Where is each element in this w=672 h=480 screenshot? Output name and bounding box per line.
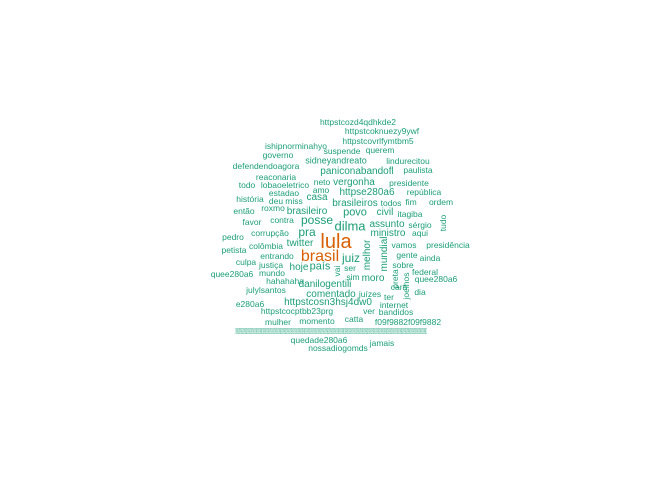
word: httpstcovrlfymtbm5: [342, 135, 414, 146]
word: dilma: [334, 218, 366, 234]
word: todos: [380, 197, 402, 208]
word: suspende: [323, 145, 361, 156]
word: ainda: [419, 252, 441, 263]
word: quee280a6: [414, 273, 458, 284]
word: fim: [405, 196, 417, 207]
word: tudo: [437, 214, 448, 232]
word: assunto: [369, 219, 405, 230]
word: juiz: [341, 251, 361, 265]
word: quedade280a6: [290, 334, 348, 345]
word: httpse280a6: [339, 187, 395, 198]
word: petista: [221, 244, 247, 255]
word: entrando: [260, 250, 294, 261]
word: gente: [396, 249, 418, 260]
word: dia: [414, 286, 426, 297]
word: hahahaha: [266, 275, 304, 286]
word: roxmo: [261, 202, 285, 213]
word: juízes: [358, 288, 382, 299]
word: f09f9882f09f9882f09f9882f09f9882f09f9882…: [235, 325, 427, 336]
word: país: [309, 260, 331, 273]
word: defendendoagora: [232, 160, 300, 171]
word: brasileiro: [286, 206, 328, 217]
word: estadao: [268, 187, 300, 198]
word: paniconabandofl: [320, 166, 394, 177]
word: julylsantos: [246, 284, 286, 295]
word: sobre: [392, 259, 414, 270]
word: quee280a6: [210, 268, 254, 279]
word: mundial: [379, 236, 390, 272]
word: lobaoeletrico: [260, 179, 310, 190]
word: contra: [270, 214, 294, 225]
word: república: [406, 186, 442, 197]
word: corrupção: [251, 227, 289, 238]
word: culpa: [235, 256, 257, 267]
word: paulista: [403, 164, 433, 175]
word: catta: [344, 313, 364, 324]
word: momento: [299, 315, 335, 326]
word: melhor: [362, 239, 373, 271]
word: comentado: [306, 289, 356, 300]
word: favor: [242, 216, 262, 227]
word: povo: [343, 206, 367, 219]
word: justiça: [258, 259, 284, 270]
word: todo: [238, 179, 256, 190]
word: brasileiros: [332, 198, 378, 209]
word: reaconaria: [255, 171, 297, 182]
word: sérgio: [408, 219, 432, 230]
word: ser: [344, 262, 356, 273]
word: então: [233, 205, 255, 216]
word: moro: [361, 273, 385, 284]
word: ter: [384, 291, 394, 302]
word: miss: [285, 195, 303, 206]
word: deu: [268, 195, 284, 206]
word: civil: [376, 207, 394, 218]
word: pra: [298, 225, 316, 239]
word: amo: [312, 184, 330, 195]
word: nossadiogomds: [308, 342, 368, 353]
word: pedro: [222, 231, 244, 242]
word: ministro: [370, 228, 406, 239]
word: casa: [306, 192, 328, 203]
word: história: [236, 193, 264, 204]
word: jamais: [369, 337, 395, 348]
word: httpstcozd4qdhkde2: [319, 116, 397, 127]
word: hoje: [289, 262, 309, 273]
word: f09f9882f09f9882: [374, 316, 442, 327]
word: httpstcocptbb23prg: [260, 305, 334, 316]
word: vergonha: [333, 177, 375, 188]
word: posse: [300, 213, 334, 227]
word: ordem: [428, 196, 454, 207]
word: neto: [313, 176, 331, 187]
word: httpstcosn3hsj4dw0: [284, 297, 372, 308]
word: presidente: [389, 177, 429, 188]
word: httpstcoknuezy9ywf: [344, 125, 420, 136]
word: twitter: [286, 238, 314, 249]
word: vai: [331, 265, 342, 277]
word: aqui: [411, 227, 429, 238]
word: e280a6: [235, 298, 265, 309]
word: colômbia: [248, 240, 284, 251]
word: presidência: [426, 239, 470, 250]
word: governo: [262, 149, 294, 160]
word: sim: [346, 271, 360, 282]
word: mundo: [259, 267, 285, 278]
word: ver: [363, 305, 375, 316]
word: internet: [379, 299, 409, 310]
word: ishipnorminahyo: [265, 140, 327, 151]
word: danilogentili: [298, 279, 352, 290]
word: bandidos: [378, 306, 414, 317]
word: sidneyandreato: [305, 155, 367, 166]
word: lula: [320, 231, 352, 253]
word: vamos: [391, 239, 417, 250]
word: itagiba: [397, 208, 423, 219]
word: federal: [412, 266, 438, 277]
word: brasil: [300, 248, 340, 265]
word: mulher: [265, 316, 291, 327]
word: querem: [365, 144, 395, 155]
word: cara: [390, 281, 408, 292]
word: lindurecitou: [386, 155, 430, 166]
